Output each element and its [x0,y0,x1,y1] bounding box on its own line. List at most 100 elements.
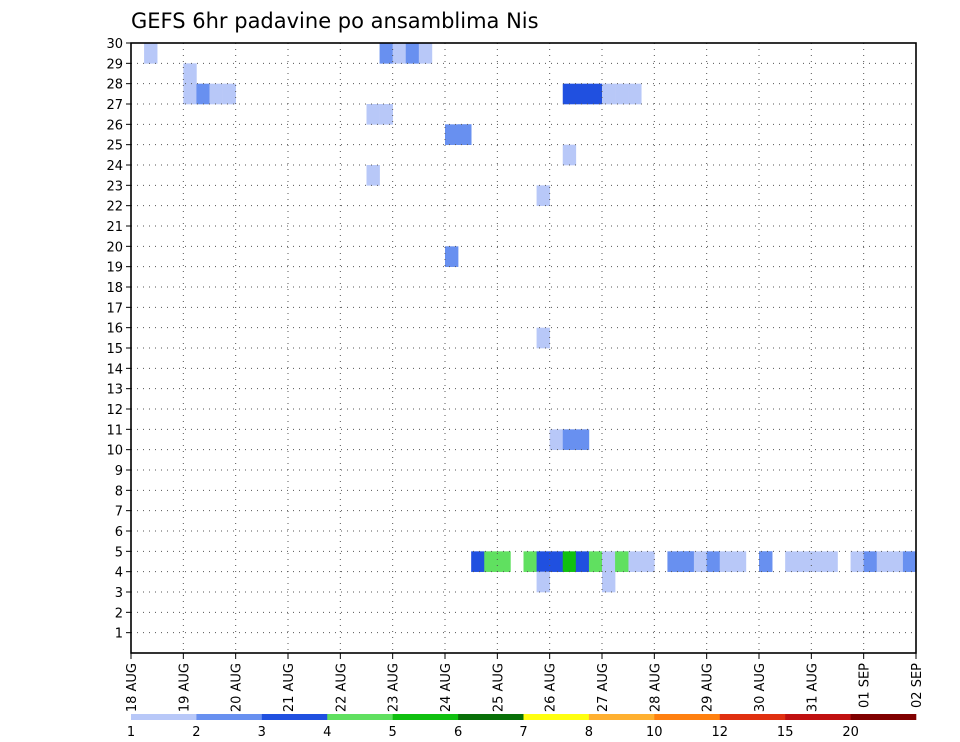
heatmap-cell [484,551,498,572]
heatmap-cell [615,83,629,105]
x-tick-label: 31 AUG [805,663,820,712]
heatmap-cell [379,104,393,125]
heatmap-cell [602,551,616,572]
heatmap-cell [588,83,603,105]
colorbar-segment [131,714,197,720]
colorbar-label: 20 [842,725,859,740]
x-tick-label: 29 AUG [701,663,716,712]
heatmap-cell [549,551,564,572]
y-tick-label: 13 [106,383,123,398]
heatmap-cell [889,551,904,572]
colorbar-segment [392,714,459,720]
heatmap-cell [863,551,878,572]
colorbar-label: 2 [192,725,200,740]
y-tick-label: 27 [106,98,123,113]
heatmap-cell [366,165,380,186]
heatmap-cell [575,83,590,105]
heatmap-cell [183,63,197,84]
y-tick-label: 22 [106,200,123,215]
heatmap-cell [628,83,642,105]
x-tick-label: 01 SEP [858,663,873,708]
x-tick-label: 18 AUG [125,663,140,712]
heatmap-cell [575,429,590,450]
colorbar-label: 7 [519,725,527,740]
x-tick-label: 19 AUG [177,663,192,712]
y-tick-label: 2 [115,606,123,621]
heatmap-cell [575,551,590,572]
colorbar-segment [588,714,655,720]
colorbar-segment [458,714,524,720]
y-tick-label: 25 [106,139,123,154]
heatmap-cell [379,43,393,64]
heatmap-cell [445,124,459,145]
y-tick-label: 18 [106,281,123,296]
heatmap-cell [732,551,747,572]
y-tick-label: 21 [106,220,123,235]
y-tick-label: 16 [106,322,123,337]
heatmap-cell [523,551,537,572]
colorbar-label: 5 [389,725,397,740]
heatmap-cell [392,43,407,64]
x-tick-label: 23 AUG [387,663,402,712]
colorbar-segment [196,714,263,720]
colorbar-label: 10 [646,725,663,740]
y-tick-label: 29 [106,57,123,72]
x-tick-label: 26 AUG [544,663,559,712]
heatmap-cell [824,551,838,572]
heatmap-cell [183,83,197,105]
colorbar-segment [327,714,393,720]
x-tick-label: 20 AUG [230,663,245,712]
x-axis: 18 AUG 19 AUG 20 AUG 21 AUG 22 AUG 23 AUG 24 A… [125,653,925,712]
colorbar-label: 6 [454,725,462,740]
colorbar-segment [523,714,590,720]
x-tick-label: 21 AUG [282,663,297,712]
heatmap-cell [536,327,550,349]
heatmap-cell [209,83,223,105]
heatmap-cell [536,551,550,572]
colorbar-label: 8 [585,725,593,740]
heatmap-cell [562,144,577,166]
y-tick-label: 24 [106,159,123,174]
y-tick-label: 11 [106,423,123,438]
heatmap-cell [785,551,799,572]
x-tick-label: 22 AUG [334,663,349,712]
colorbar: 1 2 3 4 5 6 7 8 10 12 15 20 [127,714,917,740]
y-tick-label: 30 [106,37,123,52]
x-tick-label: 27 AUG [596,663,611,712]
colorbar-segment [719,714,786,720]
y-tick-label: 28 [106,78,123,93]
colorbar-segment [785,714,851,720]
x-tick-label: 28 AUG [648,663,663,712]
heatmap-cell [902,551,917,572]
heatmap-cell [680,551,694,572]
heatmap-cell [418,43,433,64]
heatmap-cell [876,551,891,572]
y-tick-label: 9 [115,464,123,479]
y-tick-label: 20 [106,240,123,255]
heatmap-cell [405,43,420,64]
chart-title: GEFS 6hr padavine po ansamblima Nis [131,9,539,33]
y-tick-label: 4 [115,566,123,581]
grid-layer [131,43,916,653]
x-tick-label: 24 AUG [439,663,454,712]
y-axis: 1234567891011121314151617181920212223242… [106,37,131,642]
colorbar-label: 4 [323,725,331,740]
colorbar-label: 12 [712,725,729,740]
y-tick-label: 26 [106,118,123,133]
y-tick-label: 15 [106,342,123,357]
heatmap-cell [719,551,734,572]
colorbar-label: 3 [258,725,266,740]
heatmap-cell [562,429,577,450]
heatmap-cell [693,551,707,572]
y-tick-label: 14 [106,362,123,377]
heatmap-cell [615,551,629,572]
y-tick-label: 17 [106,301,123,316]
y-tick-label: 19 [106,261,123,276]
heatmap-cell [602,571,616,593]
colorbar-segment [261,714,328,720]
cells-layer [144,43,917,593]
heatmap-cell [536,185,550,206]
heatmap-cell [144,43,158,64]
y-tick-label: 3 [115,586,123,601]
y-tick-label: 23 [106,179,123,194]
